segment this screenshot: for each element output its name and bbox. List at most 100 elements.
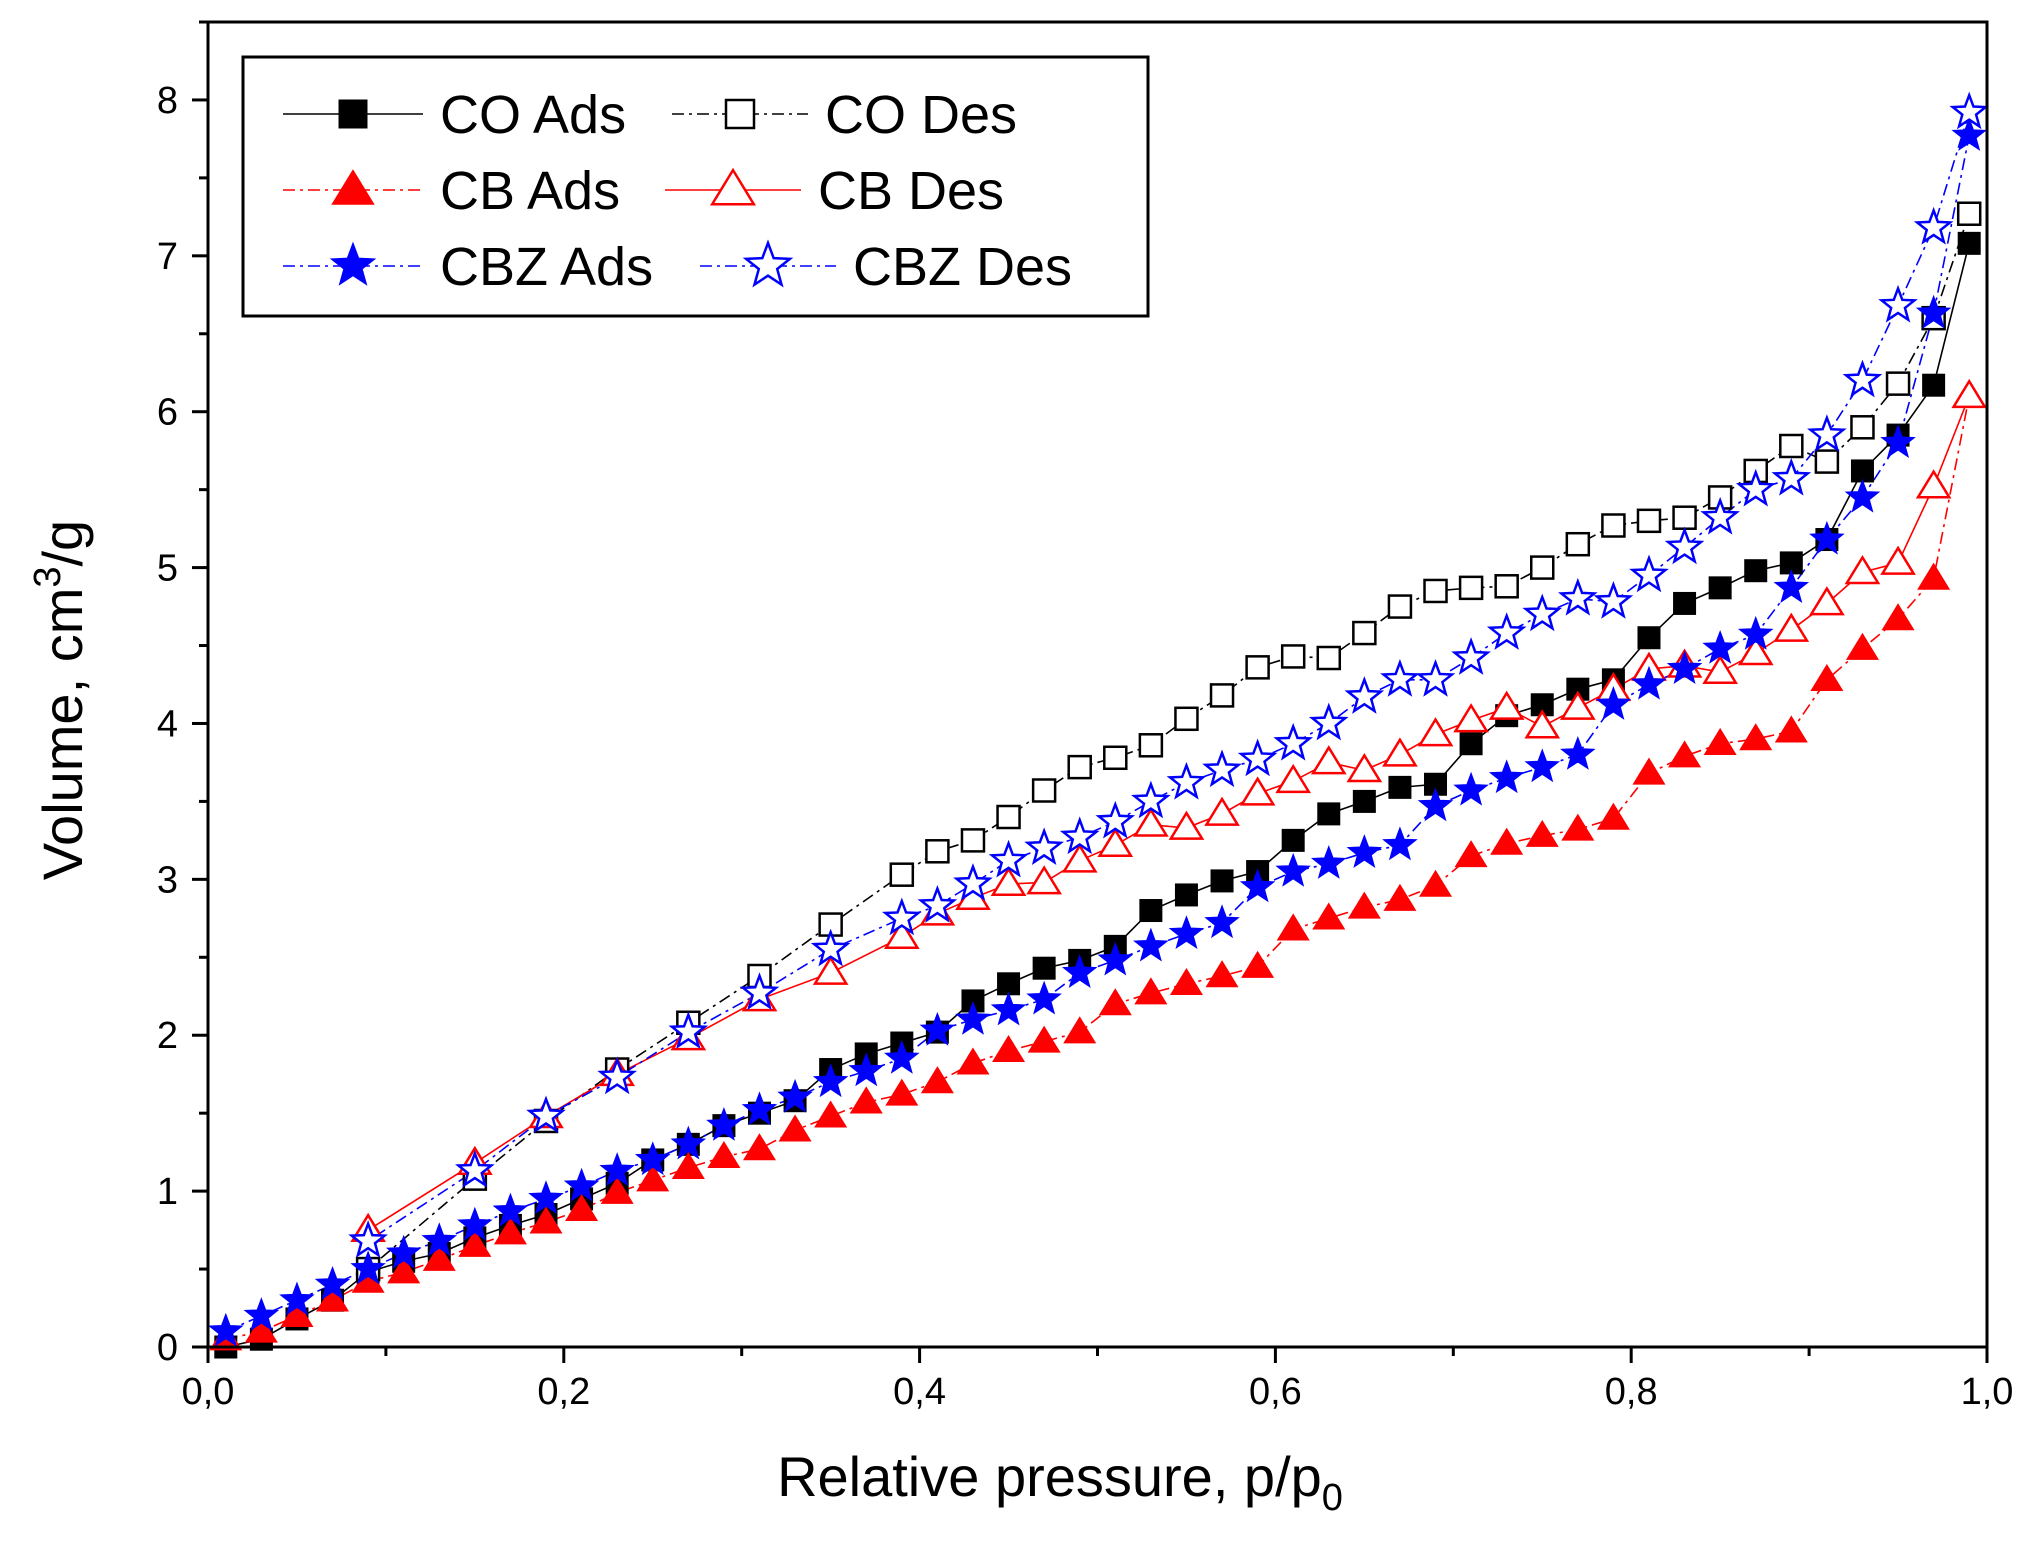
cb-des-point [1275,763,1312,794]
cbz-ads-point [563,1167,600,1202]
co-ads-point [1673,591,1697,615]
cbz-ads-point [777,1078,813,1113]
co-des-point [960,828,986,853]
cbz-des-point [881,897,922,936]
x-tick-label: 1,0 [1961,1371,2014,1413]
cbz-des-point [1095,800,1136,839]
cb-ads-point [1774,715,1808,743]
cb-ads-point [1169,967,1203,996]
co-des-point [1423,578,1448,604]
y-axis-title: Volume, cm3/g [27,520,94,880]
cbz-des-point [1131,780,1171,819]
cbz-ads-point [955,1000,991,1035]
y-axis-title-main: Volume, cm [31,588,94,881]
cb-ads-point [493,1217,527,1245]
cb-des-point [1417,717,1454,747]
cb-ads-point [244,1315,278,1343]
co-des-point [925,839,950,864]
cbz-ads-point [1809,520,1845,555]
cb-ads-point [458,1229,492,1257]
legend-label: CO Ads [440,85,626,145]
co-des-point [1245,655,1270,680]
co-ads-point [1139,899,1163,923]
cb-des-point [1844,554,1881,585]
cb-des-point [1773,612,1810,642]
cbz-ads-point [1310,845,1347,879]
cb-des-point [1559,690,1596,720]
cb-des-point [1061,843,1098,873]
co-des-line [367,213,1970,1270]
co-ads-point [1744,559,1768,583]
cbz-des-point [739,972,780,1011]
cbz-ads-point [279,1281,315,1316]
cbz-des-point [1166,761,1207,800]
cbz-des-point [1664,526,1705,565]
series-markers [208,91,1990,1359]
x-tick-label: 0,6 [1249,1371,1302,1413]
cb-des-point [1524,709,1561,739]
cbz-ads-point [848,1052,885,1087]
cbz-des-markers [348,91,1990,1258]
co-des-point [1885,371,1911,396]
cbz-ads-point [1631,665,1667,700]
co-des-point [1530,555,1555,580]
cb-des-point [812,955,849,985]
legend-swatch-marker [338,99,368,129]
cbz-ads-point [421,1222,458,1257]
cb-ads-point [1739,723,1773,751]
co-ads-point [1459,732,1483,756]
co-des-point [1316,645,1342,671]
co-des-point [1138,733,1164,758]
cbz-ads-point [1382,826,1418,861]
cbz-ads-point [1915,294,1952,329]
cbz-des-point [455,1150,495,1188]
cbz-ads-point [1061,954,1098,989]
cbz-ads-point [706,1106,742,1141]
cbz-des-point [1059,816,1100,855]
cb-ads-point [1810,663,1844,692]
x-tick-label: 0,2 [537,1371,590,1413]
co-des-point [1956,201,1982,226]
cb-ads-point [280,1299,314,1328]
x-axis-title-main: Relative pressure, p/p [777,1445,1322,1508]
cb-des-point [1239,776,1276,806]
cb-ads-point [1098,988,1132,1016]
co-des-point [1103,745,1128,771]
cbz-ads-point [741,1091,778,1126]
cbz-des-point [1344,676,1385,714]
co-des-point [1814,449,1840,474]
cb-des-point [1346,752,1383,783]
co-des-point [1601,513,1626,538]
cbz-ads-point [385,1234,422,1269]
cb-ads-point [1134,977,1168,1005]
co-ads-point [1637,626,1661,650]
cb-des-point [1097,827,1134,858]
y-tick-label: 0 [157,1327,178,1369]
cbz-des-point [1024,827,1064,866]
y-tick-label: 5 [157,548,178,590]
cb-ads-point [529,1206,563,1234]
cbz-ads-point [1346,834,1383,868]
cbz-des-point [597,1056,637,1095]
x-tick-label: 0,4 [893,1371,946,1413]
cb-des-markers [350,378,1988,1243]
cbz-ads-point [1595,686,1632,720]
cbz-ads-point [243,1297,280,1331]
cb-des-point [1488,690,1525,720]
cb-ads-point [920,1066,954,1094]
co-des-point [1209,683,1235,708]
co-des-point [1387,594,1413,619]
cb-ads-point [600,1176,634,1204]
cb-des-point [1880,545,1916,575]
legend-items: CO Ads CO Des CB Ads CB Des CBZ Ads CBZ Des [283,85,1072,297]
cbz-des-point [1700,496,1740,535]
cb-des-point [883,919,920,949]
cb-ads-point [1454,840,1488,868]
plot-frame [206,20,1989,1349]
cbz-des-point [1771,457,1812,496]
cb-des-point [1453,703,1489,733]
cb-ads-point [316,1284,350,1312]
cbz-des-point [1558,577,1598,616]
cbz-ads-point [1453,771,1489,806]
